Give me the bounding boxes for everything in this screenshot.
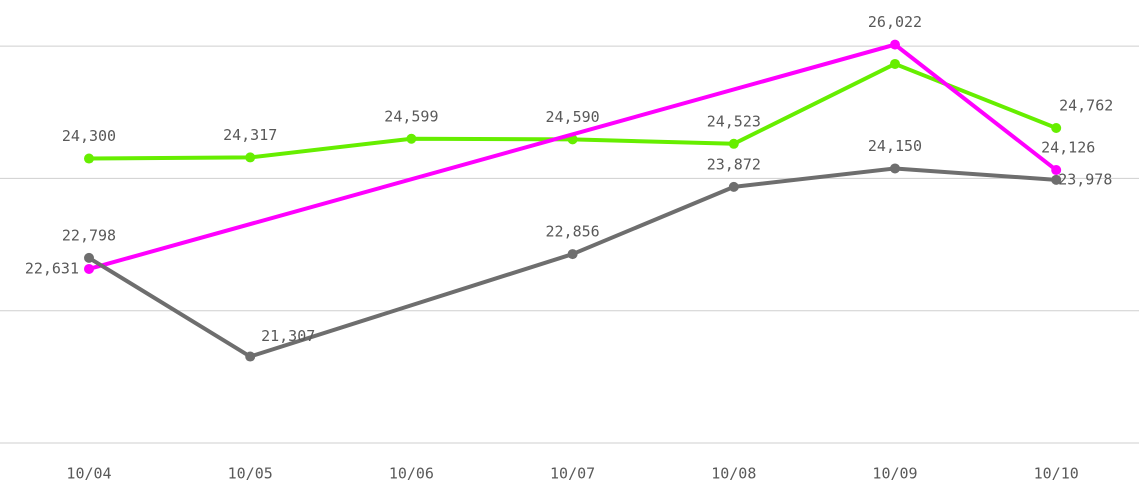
point bbox=[406, 133, 417, 144]
x-tick-label: 10/05 bbox=[228, 465, 273, 483]
data-label: 22,798 bbox=[62, 226, 116, 244]
data-label: 22,856 bbox=[546, 223, 600, 241]
data-label: 23,872 bbox=[707, 155, 761, 173]
x-tick-label: 10/10 bbox=[1034, 465, 1079, 483]
point bbox=[890, 163, 900, 174]
line bbox=[87, 166, 1057, 359]
data-label: 24,317 bbox=[223, 126, 277, 144]
point bbox=[1051, 122, 1062, 133]
data-label: 24,523 bbox=[707, 112, 761, 130]
point bbox=[728, 181, 739, 192]
data-label: 24,300 bbox=[62, 127, 116, 145]
data-label: 24,150 bbox=[868, 137, 922, 155]
point bbox=[728, 138, 739, 149]
point bbox=[245, 152, 256, 163]
data-label: 24,762 bbox=[1059, 96, 1113, 114]
data-label: 24,126 bbox=[1041, 139, 1095, 157]
point bbox=[1051, 174, 1062, 185]
data-label: 26,022 bbox=[868, 13, 922, 31]
point bbox=[245, 351, 256, 362]
x-tick-label: 10/04 bbox=[66, 465, 111, 483]
x-tick-label: 10/08 bbox=[711, 465, 756, 483]
data-label: 24,590 bbox=[546, 108, 600, 126]
data-label: 22,631 bbox=[25, 259, 79, 277]
x-tick-label: 10/09 bbox=[872, 465, 917, 483]
point bbox=[84, 252, 94, 263]
point bbox=[890, 39, 900, 50]
x-tick-label: 10/07 bbox=[550, 465, 595, 483]
data-label: 23,978 bbox=[1058, 170, 1112, 188]
data-label: 21,307 bbox=[261, 327, 315, 345]
point bbox=[567, 249, 578, 260]
point bbox=[890, 58, 900, 69]
point bbox=[1051, 165, 1062, 176]
data-label: 24,599 bbox=[384, 107, 438, 125]
x-tick-label: 10/06 bbox=[389, 465, 434, 483]
point bbox=[84, 153, 94, 164]
point bbox=[84, 263, 94, 274]
